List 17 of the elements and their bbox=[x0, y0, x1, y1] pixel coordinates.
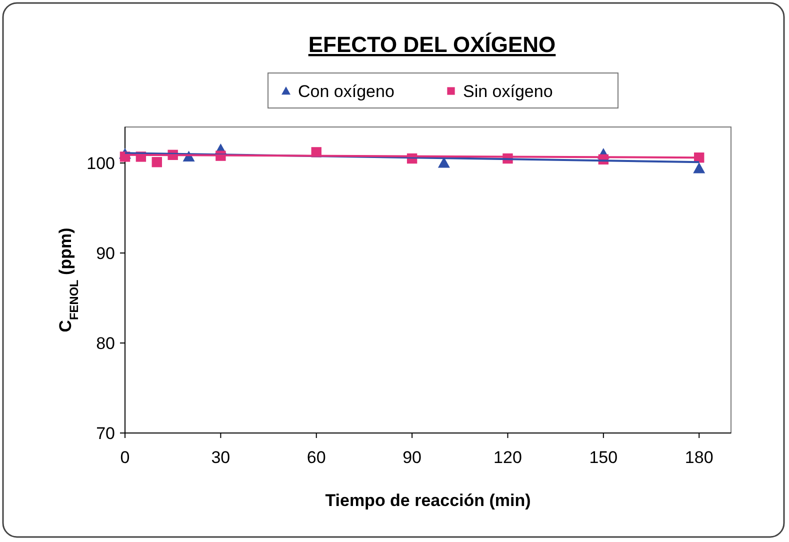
x-tick-label: 180 bbox=[684, 448, 714, 467]
legend-label: Con oxígeno bbox=[298, 82, 394, 101]
x-axis-title: Tiempo de reacción (min) bbox=[325, 491, 531, 510]
y-tick-label: 90 bbox=[96, 244, 115, 263]
x-tick-label: 0 bbox=[120, 448, 130, 467]
x-tick-label: 60 bbox=[306, 448, 326, 467]
x-tick-label: 90 bbox=[402, 448, 422, 467]
y-tick-label: 70 bbox=[96, 424, 115, 443]
x-tick-label: 120 bbox=[494, 448, 522, 467]
point bbox=[693, 162, 706, 174]
point bbox=[152, 157, 162, 168]
y-tick-label: 100 bbox=[86, 154, 115, 173]
y-tick-label: 80 bbox=[96, 334, 115, 353]
x-tick-label: 150 bbox=[589, 448, 618, 467]
legend-label: Sin oxígeno bbox=[463, 82, 553, 101]
x-tick-label: 30 bbox=[211, 448, 230, 467]
chart-title: EFECTO DEL OXÍGENO bbox=[308, 32, 556, 57]
